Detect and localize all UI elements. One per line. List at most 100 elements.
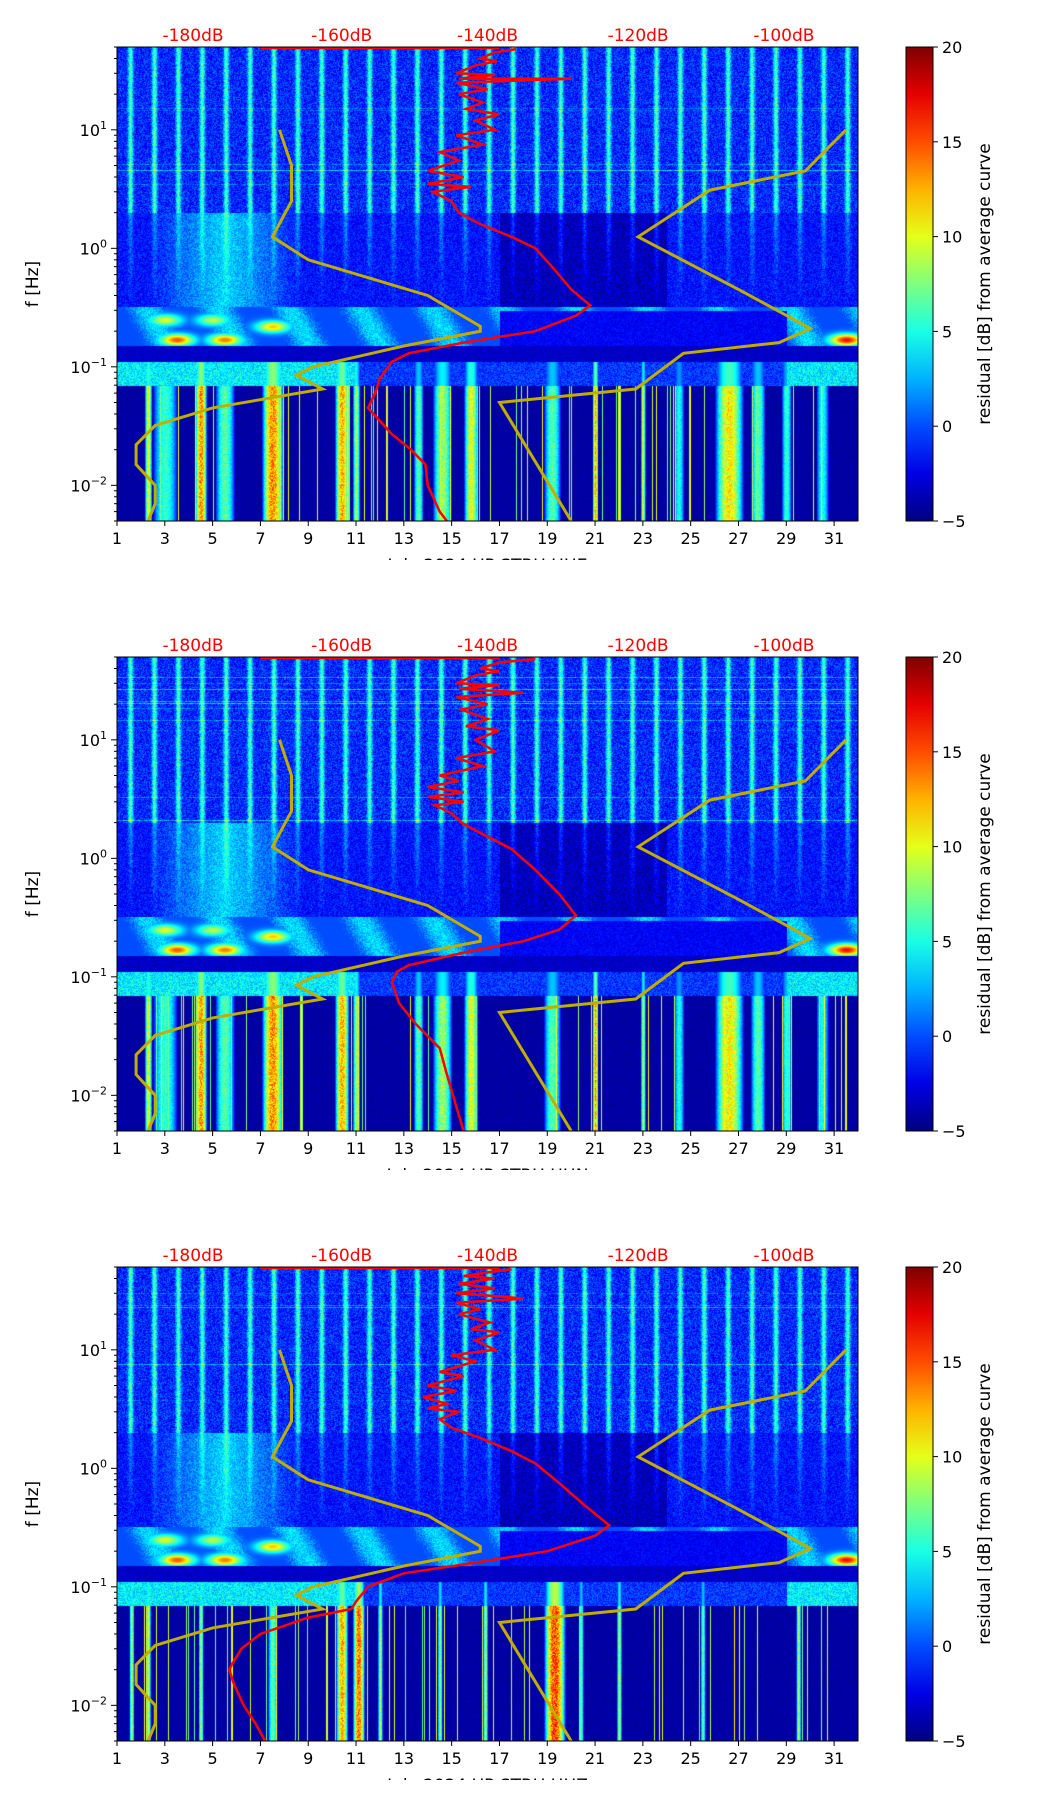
x-tick-label: 15 (441, 1749, 461, 1768)
x-tick-label: 3 (160, 529, 170, 548)
x-tick-label: 21 (585, 1749, 605, 1768)
x-tick-label: 7 (255, 1749, 265, 1768)
y-tick-label: 100 (80, 847, 107, 868)
y-tick-base: 10 (80, 849, 100, 868)
y-tick-exponent: 1 (100, 729, 107, 742)
top-db-label: -100dB (753, 26, 814, 46)
x-tick-label: 5 (208, 1139, 218, 1158)
y-tick-base: 10 (80, 121, 100, 140)
x-tick-label: 27 (728, 1749, 748, 1768)
colorbar (905, 1266, 934, 1742)
x-tick-label: 11 (346, 1749, 366, 1768)
x-tick-label: 23 (633, 1749, 653, 1768)
x-tick-label: 3 (160, 1139, 170, 1158)
y-tick-exponent: 0 (100, 1457, 107, 1470)
colorbar-tick-label: 0 (942, 417, 952, 436)
y-tick-exponent: −1 (91, 1576, 107, 1589)
y-tick-label: 10−2 (70, 474, 107, 495)
x-tick-label: 29 (776, 529, 796, 548)
y-tick-exponent: −1 (91, 356, 107, 369)
y-tick-exponent: −2 (91, 1084, 107, 1097)
y-tick-label: 101 (80, 119, 107, 140)
y-tick-base: 10 (80, 1341, 100, 1360)
colorbar (905, 46, 934, 522)
x-tick-label: 17 (489, 1139, 509, 1158)
top-db-label: -140dB (457, 1246, 518, 1266)
nhnm-curve (496, 738, 848, 1131)
psd-curve (366, 47, 593, 521)
y-tick-base: 10 (80, 731, 100, 750)
x-tick-label: 9 (303, 1749, 313, 1768)
x-tick-label: 31 (824, 529, 844, 548)
x-tick-label: 19 (537, 1139, 557, 1158)
x-tick-label: 5 (208, 529, 218, 548)
top-db-label: -100dB (753, 636, 814, 656)
colorbar-tick-label: 20 (942, 38, 962, 57)
colorbar-tick-label: 5 (942, 932, 952, 951)
x-axis-label: July 2024 UP STRU HHZ (386, 1776, 588, 1780)
top-db-label: -160dB (311, 1246, 372, 1266)
curves (134, 47, 848, 521)
x-tick-label: 23 (633, 529, 653, 548)
curves (134, 1267, 848, 1741)
curves (134, 657, 848, 1131)
y-tick-base: 10 (80, 1459, 100, 1478)
x-tick-label: 1 (112, 1749, 122, 1768)
x-tick-label: 7 (255, 1139, 265, 1158)
x-tick-label: 21 (585, 1139, 605, 1158)
x-tick-label: 19 (537, 529, 557, 548)
x-tick-label: 29 (776, 1749, 796, 1768)
y-tick-label: 100 (80, 1457, 107, 1478)
x-tick-label: 17 (489, 529, 509, 548)
y-tick-base: 10 (80, 239, 100, 258)
colorbar-tick-label: 20 (942, 648, 962, 667)
top-db-label: -180dB (162, 1246, 223, 1266)
x-tick-label: 15 (441, 529, 461, 548)
top-db-label: -120dB (608, 636, 669, 656)
x-tick-label: 21 (585, 529, 605, 548)
y-tick-base: 10 (70, 1086, 90, 1105)
colorbar-tick-label: −5 (942, 512, 966, 531)
y-tick-base: 10 (70, 1578, 90, 1597)
colorbar-label: residual [dB] from average curve (975, 753, 995, 1034)
top-db-label: -180dB (162, 636, 223, 656)
spectrogram-panel-hhe: 135791113151719212325272931July 2024 UP … (0, 0, 1052, 560)
x-tick-label: 5 (208, 1749, 218, 1768)
nhnm-curve (496, 1348, 848, 1741)
y-tick-exponent: −2 (91, 1694, 107, 1707)
x-tick-label: 25 (680, 1749, 700, 1768)
nlnm-curve (134, 739, 482, 1131)
top-db-label: -120dB (608, 26, 669, 46)
colorbar-tick-label: −5 (942, 1732, 966, 1751)
colorbar-tick-label: 15 (942, 133, 962, 152)
y-tick-base: 10 (70, 476, 90, 495)
top-db-label: -100dB (753, 1246, 814, 1266)
y-tick-exponent: 0 (100, 237, 107, 250)
y-tick-label: 10−1 (70, 356, 107, 377)
colorbar-tick-label: 5 (942, 322, 952, 341)
colorbar-tick-label: 5 (942, 1542, 952, 1561)
colorbar-tick-label: 20 (942, 1258, 962, 1277)
top-db-label: -180dB (162, 26, 223, 46)
y-tick-exponent: 0 (100, 847, 107, 860)
y-tick-exponent: −2 (91, 474, 107, 487)
colorbar-tick-label: 15 (942, 743, 962, 762)
y-tick-label: 101 (80, 729, 107, 750)
x-tick-label: 3 (160, 1749, 170, 1768)
x-tick-label: 27 (728, 1139, 748, 1158)
y-tick-label: 10−1 (70, 966, 107, 987)
nlnm-curve (134, 1349, 482, 1741)
top-db-label: -140dB (457, 636, 518, 656)
colorbar-label: residual [dB] from average curve (975, 143, 995, 424)
colorbar-tick-label: 10 (942, 838, 962, 857)
chart-axes: 135791113151719212325272931July 2024 UP … (23, 26, 995, 560)
x-axis-label: July 2024 UP STRU HHN (386, 1166, 589, 1170)
y-tick-base: 10 (70, 968, 90, 987)
top-db-label: -160dB (311, 636, 372, 656)
y-tick-exponent: −1 (91, 966, 107, 979)
x-tick-label: 23 (633, 1139, 653, 1158)
y-tick-label: 101 (80, 1339, 107, 1360)
x-tick-label: 11 (346, 529, 366, 548)
y-tick-label: 10−2 (70, 1694, 107, 1715)
y-tick-label: 10−2 (70, 1084, 107, 1105)
